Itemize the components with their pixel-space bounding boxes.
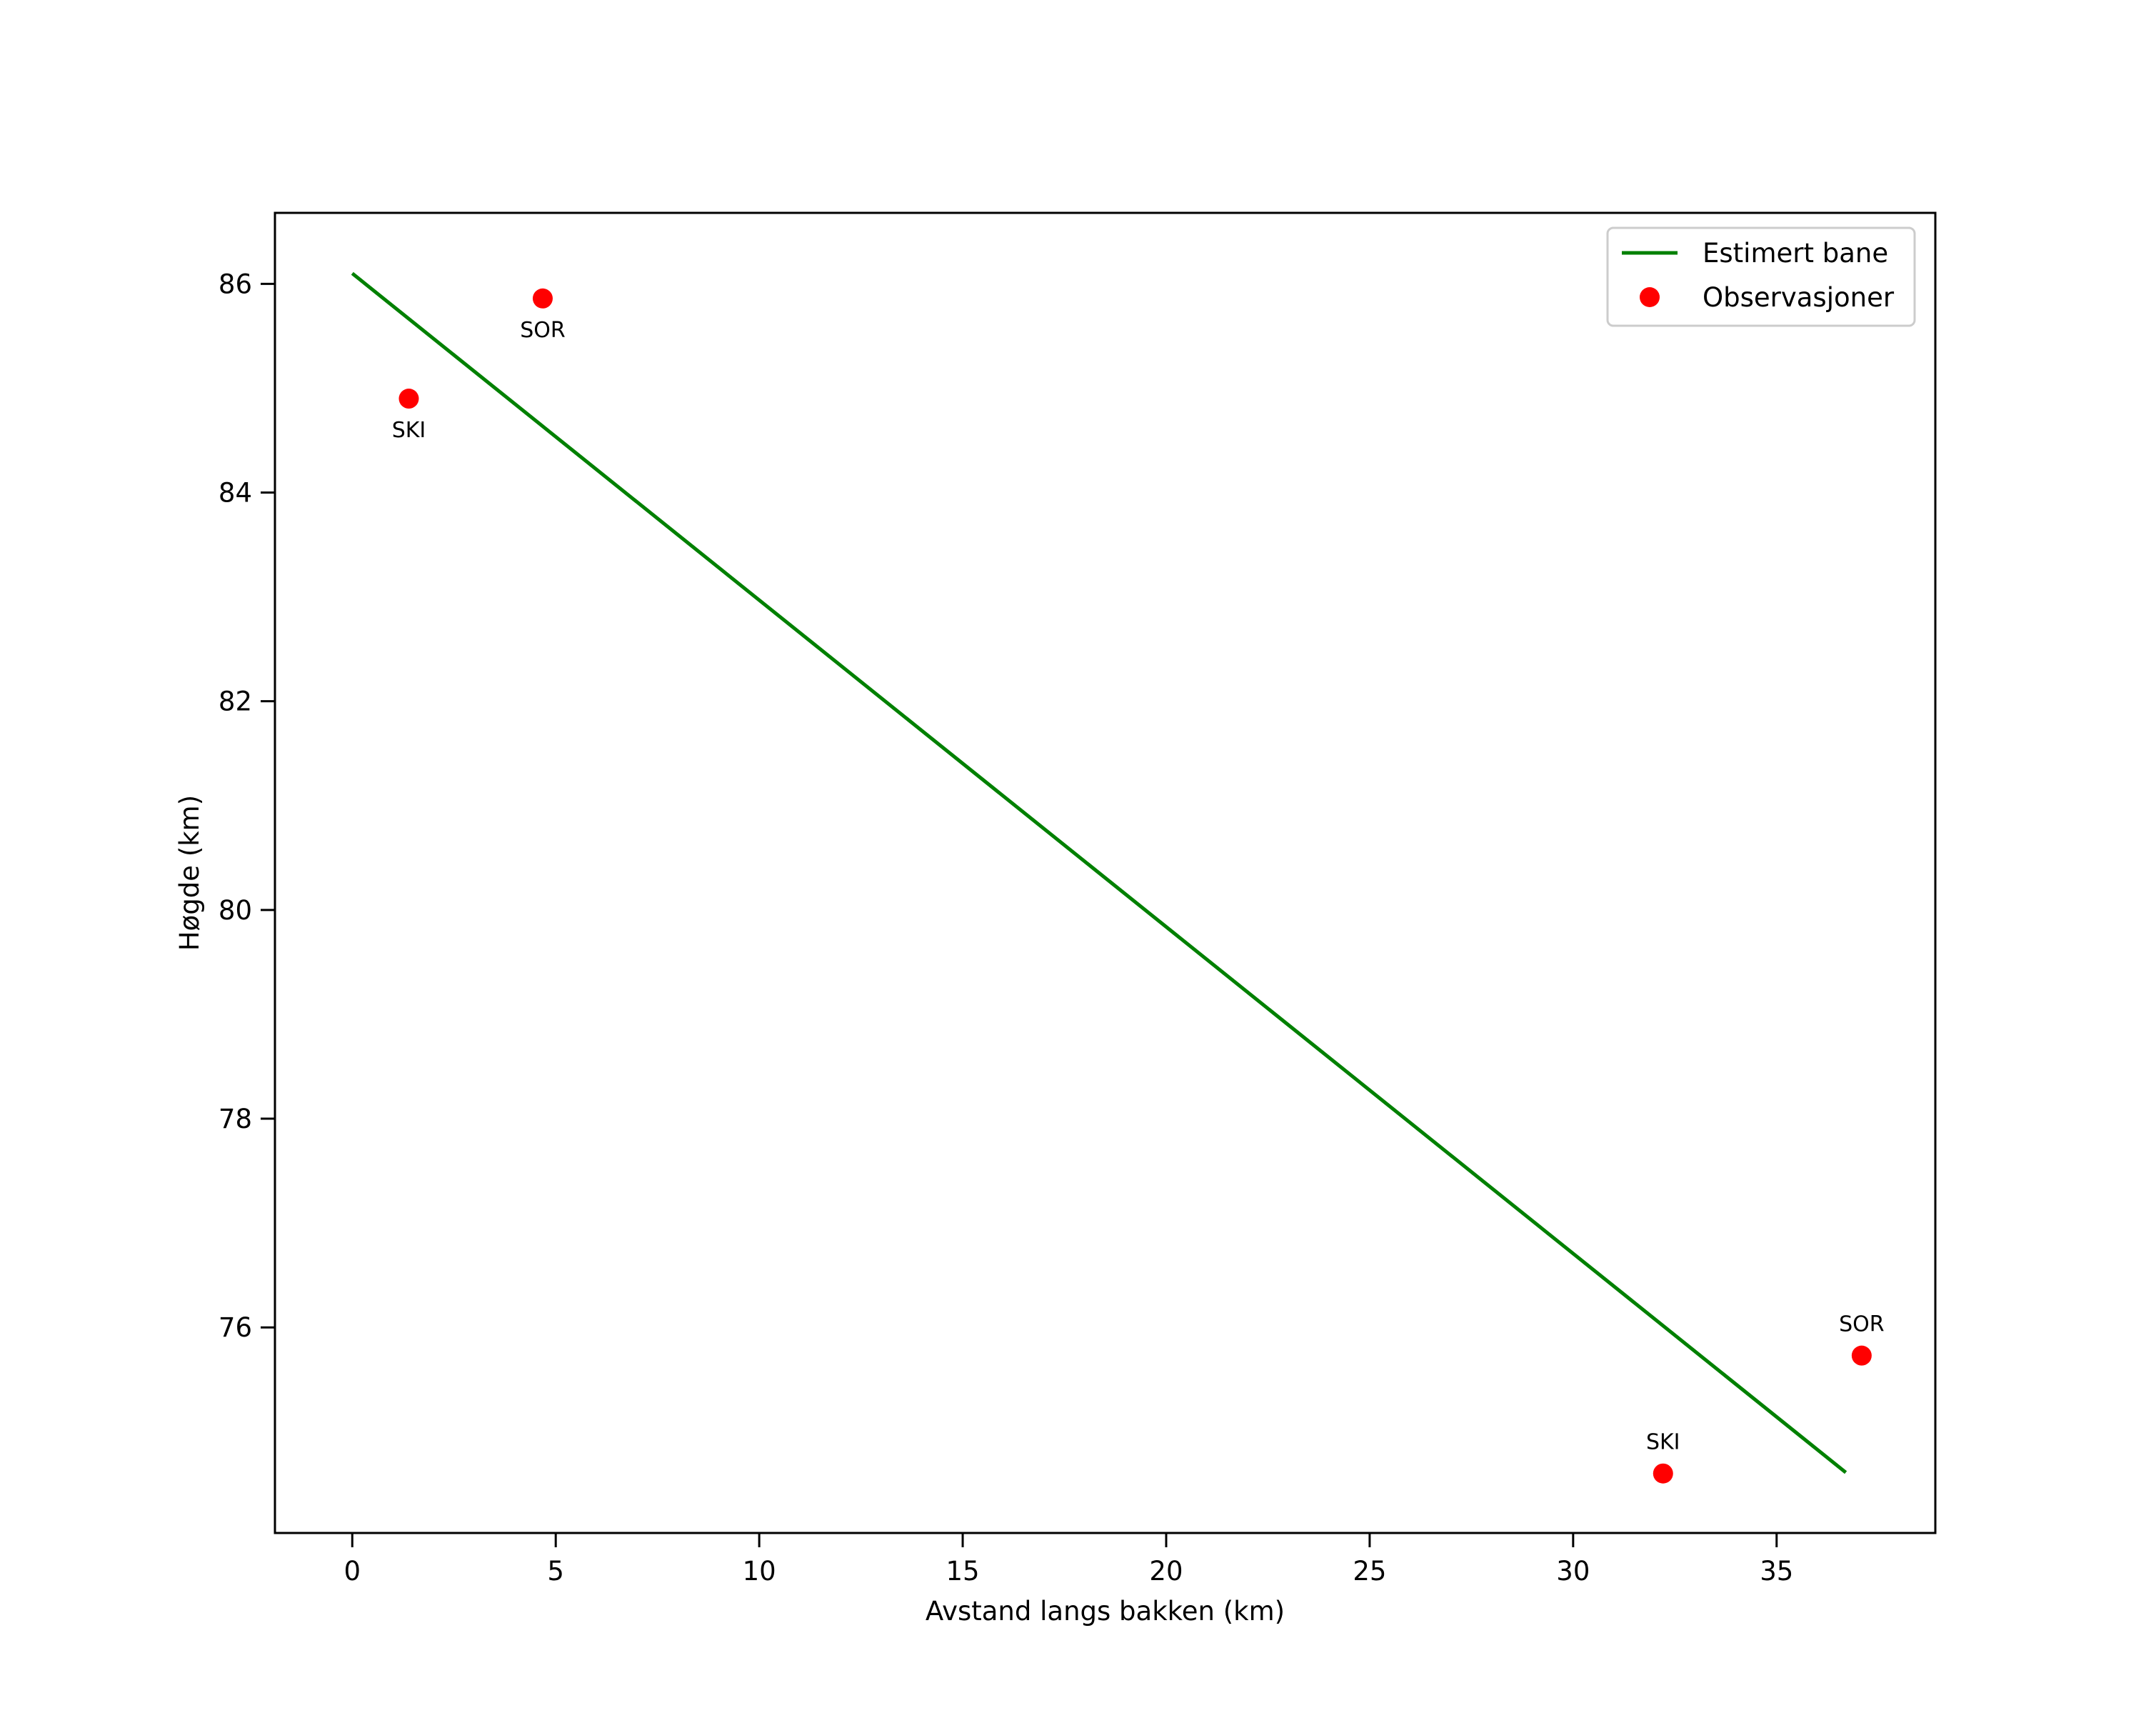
observation-label: SKI [392, 418, 426, 443]
y-tick-label: 76 [219, 1312, 252, 1343]
y-axis-label: Høgde (km) [174, 795, 205, 951]
y-tick-label: 84 [219, 478, 252, 509]
plot-area: SKI SOR SKI SOR [351, 271, 1885, 1484]
observation-point [398, 389, 419, 409]
x-tick-label: 0 [344, 1556, 361, 1587]
y-tick-label: 86 [219, 269, 252, 299]
estimated-trajectory-line [351, 271, 1847, 1474]
x-tick-label: 30 [1556, 1556, 1590, 1587]
x-tick-label: 35 [1760, 1556, 1793, 1587]
legend-box [1606, 226, 1916, 327]
legend-label-estimert-bane: Estimert bane [1703, 238, 1888, 269]
observation-label: SOR [1839, 1312, 1885, 1337]
x-tick-label: 10 [743, 1556, 776, 1587]
x-axis: 0 5 10 15 20 25 30 35 [344, 1533, 1793, 1587]
x-tick-label: 20 [1149, 1556, 1183, 1587]
observation-point [1851, 1345, 1872, 1366]
axes-frame [274, 211, 1937, 1534]
x-axis-label: Avstand langs bakken (km) [926, 1596, 1285, 1627]
x-tick-label: 15 [946, 1556, 980, 1587]
y-tick-label: 82 [219, 686, 252, 717]
y-tick-label: 80 [219, 895, 252, 926]
observation-point [532, 288, 553, 309]
y-axis: 76 78 80 82 84 86 [219, 269, 275, 1343]
x-tick-label: 5 [547, 1556, 564, 1587]
x-tick-label: 25 [1353, 1556, 1386, 1587]
observation-label: SOR [520, 318, 566, 343]
legend: Estimert bane Observasjoner [1606, 226, 1916, 327]
observation-label: SKI [1646, 1430, 1680, 1455]
legend-dot-icon [1640, 287, 1660, 307]
y-tick-label: 78 [219, 1104, 252, 1134]
legend-label-observasjoner: Observasjoner [1703, 282, 1895, 313]
observation-point [1653, 1463, 1673, 1484]
